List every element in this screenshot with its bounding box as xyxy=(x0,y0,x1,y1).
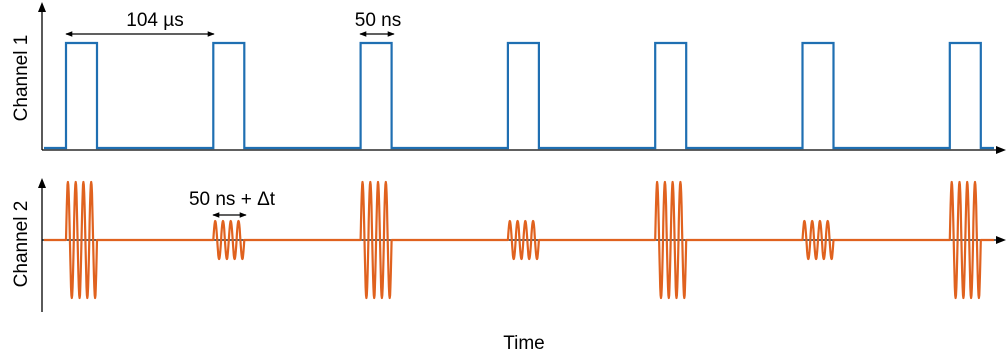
channel1-axis-label: Channel 1 xyxy=(11,35,32,122)
time-axis-label: Time xyxy=(503,333,545,354)
period-dimension: 104 µs xyxy=(65,10,215,37)
period-label: 104 µs xyxy=(126,10,183,31)
pulse-width-dimension: 50 ns xyxy=(355,10,401,37)
channel2-burst-train xyxy=(44,180,994,300)
channel1-pulse-train xyxy=(44,41,994,150)
channel2-x-arrow xyxy=(996,236,1006,244)
pulse-width-label: 50 ns xyxy=(355,10,401,31)
channel1-axes xyxy=(38,2,1006,154)
channel1-y-arrow xyxy=(38,2,46,12)
burst-width-label: 50 ns + Δt xyxy=(189,189,276,210)
burst-width-dimension: 50 ns + Δt xyxy=(189,189,276,218)
channel2-axis-label: Channel 2 xyxy=(11,201,32,288)
channel1-x-arrow xyxy=(996,146,1006,154)
channel2-y-arrow xyxy=(38,178,46,188)
